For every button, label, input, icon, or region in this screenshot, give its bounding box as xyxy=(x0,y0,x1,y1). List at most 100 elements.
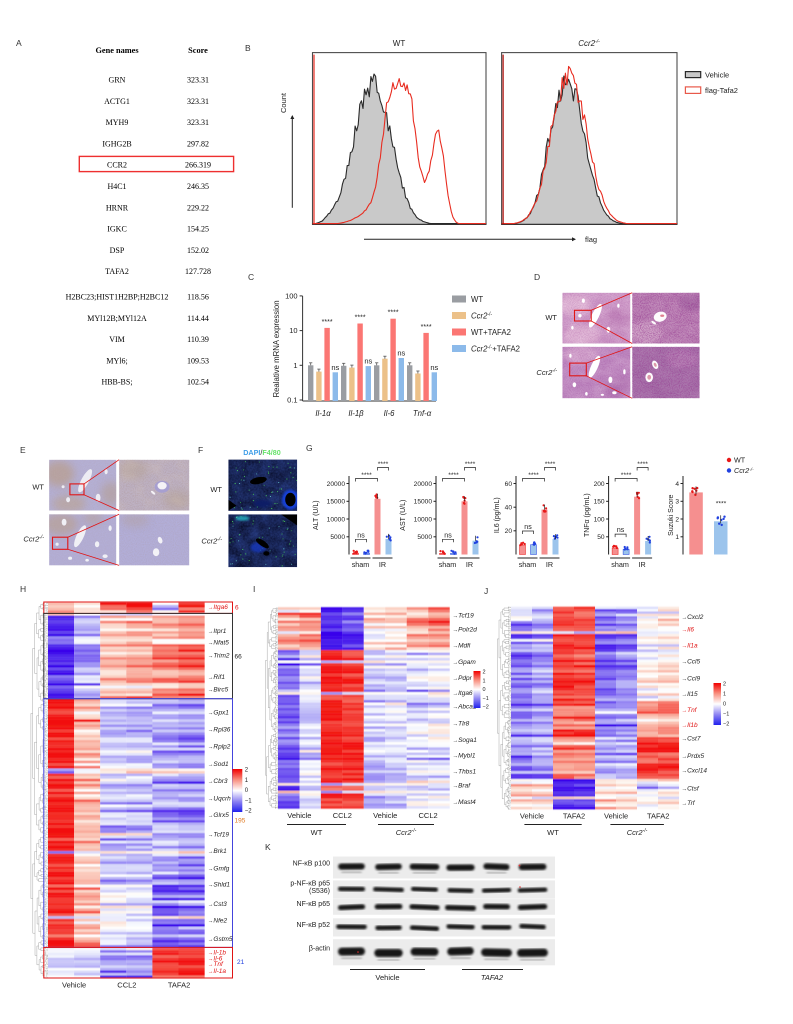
svg-text:10: 10 xyxy=(289,326,297,335)
svg-text:VIM: VIM xyxy=(109,335,125,344)
svg-text:WT: WT xyxy=(311,828,323,837)
svg-text:109.53: 109.53 xyxy=(187,356,209,365)
svg-text:→Polr2d: →Polr2d xyxy=(453,627,478,634)
svg-text:Ccr2-/-: Ccr2-/- xyxy=(578,39,600,48)
svg-text:→Il-1b: →Il-1b xyxy=(208,950,227,957)
svg-text:MYl6;: MYl6; xyxy=(106,356,127,365)
svg-text:−2: −2 xyxy=(483,705,489,711)
svg-text:150: 150 xyxy=(594,499,605,506)
svg-text:Tnf-α: Tnf-α xyxy=(413,409,432,418)
svg-text:50: 50 xyxy=(597,534,605,541)
svg-text:6: 6 xyxy=(235,605,239,612)
svg-text:ns: ns xyxy=(397,349,405,358)
svg-text:323.31: 323.31 xyxy=(187,97,209,106)
svg-text:Score: Score xyxy=(188,46,208,55)
svg-text:NF-κB p100: NF-κB p100 xyxy=(293,861,330,868)
svg-text:ns: ns xyxy=(444,532,452,539)
svg-text:−1: −1 xyxy=(483,696,489,702)
svg-text:Ccr2-/-: Ccr2-/- xyxy=(23,535,44,544)
svg-text:HBB-BS;: HBB-BS; xyxy=(101,378,132,387)
svg-text:H4C1: H4C1 xyxy=(107,182,126,191)
svg-text:5000: 5000 xyxy=(417,534,432,541)
svg-text:Ccr2-/-: Ccr2-/- xyxy=(471,312,493,321)
svg-text:Il-6: Il-6 xyxy=(384,409,395,418)
svg-text:1: 1 xyxy=(483,679,486,685)
svg-text:→Tnf: →Tnf xyxy=(208,961,224,968)
svg-text:→Cxcl14: →Cxcl14 xyxy=(682,768,708,775)
svg-text:152.02: 152.02 xyxy=(187,246,209,255)
svg-text:****: **** xyxy=(528,472,539,479)
svg-text:→Gpam: →Gpam xyxy=(453,659,477,666)
svg-text:p-NF-κB p65: p-NF-κB p65 xyxy=(290,880,330,887)
svg-text:IR: IR xyxy=(546,560,553,569)
svg-text:MYl12B;MYl12A: MYl12B;MYl12A xyxy=(87,314,147,323)
svg-text:2: 2 xyxy=(245,768,249,774)
svg-text:IR: IR xyxy=(639,560,646,569)
svg-text:114.44: 114.44 xyxy=(187,314,209,323)
svg-text:→Il1a: →Il1a xyxy=(682,643,698,650)
svg-text:ns: ns xyxy=(617,527,625,534)
svg-text:flag-Tafa2: flag-Tafa2 xyxy=(705,86,738,95)
svg-text:****: **** xyxy=(421,324,432,331)
svg-text:→Thbs1: →Thbs1 xyxy=(453,769,477,776)
svg-text:→Nfe2: →Nfe2 xyxy=(208,918,228,925)
svg-text:→Ctsf: →Ctsf xyxy=(682,786,700,793)
svg-text:WT: WT xyxy=(210,485,222,494)
svg-text:→Cbr3: →Cbr3 xyxy=(208,778,228,785)
svg-text:→Itga6: →Itga6 xyxy=(453,690,473,697)
svg-text:15000: 15000 xyxy=(414,499,433,506)
svg-text:→Mdfi: →Mdfi xyxy=(453,643,471,650)
svg-text:ns: ns xyxy=(430,363,438,372)
svg-text:IGKC: IGKC xyxy=(107,225,127,234)
svg-text:H2BC23;HIST1H2BP;H2BC12: H2BC23;HIST1H2BP;H2BC12 xyxy=(66,293,169,302)
svg-text:Ccr2-/-: Ccr2-/- xyxy=(734,466,754,475)
svg-text:0: 0 xyxy=(483,687,486,693)
svg-text:Il-1β: Il-1β xyxy=(348,409,364,418)
svg-text:(S536): (S536) xyxy=(309,888,330,895)
svg-text:→Abca1: →Abca1 xyxy=(453,704,477,711)
svg-text:→Il1b: →Il1b xyxy=(682,722,698,729)
svg-text:→Ccl9: →Ccl9 xyxy=(682,676,701,683)
svg-text:→Rif1: →Rif1 xyxy=(208,674,226,681)
svg-text:246.35: 246.35 xyxy=(187,182,209,191)
svg-text:→Itga6: →Itga6 xyxy=(208,604,228,611)
svg-text:→Il-1a: →Il-1a xyxy=(208,968,227,975)
svg-text:5000: 5000 xyxy=(330,534,345,541)
svg-text:MYH9: MYH9 xyxy=(106,118,129,127)
svg-text:→Glrx5: →Glrx5 xyxy=(208,812,230,819)
svg-text:→Trim2: →Trim2 xyxy=(208,653,230,660)
svg-text:→Il-6: →Il-6 xyxy=(208,956,223,963)
svg-text:GRN: GRN xyxy=(109,76,126,85)
svg-text:→Tcf19: →Tcf19 xyxy=(453,613,475,620)
svg-text:→Gpx1: →Gpx1 xyxy=(208,710,230,717)
svg-text:Vehicle: Vehicle xyxy=(375,973,399,982)
svg-text:15000: 15000 xyxy=(327,499,346,506)
svg-text:→Cst3: →Cst3 xyxy=(208,901,227,908)
svg-text:2: 2 xyxy=(723,682,726,688)
svg-text:20000: 20000 xyxy=(327,481,346,488)
svg-text:→Trf: →Trf xyxy=(682,800,696,807)
svg-text:→Gmfg: →Gmfg xyxy=(208,866,230,873)
svg-text:Vehicle: Vehicle xyxy=(604,812,628,821)
svg-text:110.39: 110.39 xyxy=(187,335,209,344)
svg-text:****: **** xyxy=(448,472,459,479)
svg-text:0: 0 xyxy=(245,788,249,794)
svg-text:→Mast4: →Mast4 xyxy=(453,799,477,806)
svg-text:→Shld1: →Shld1 xyxy=(208,882,231,889)
svg-text:→Itpr1: →Itpr1 xyxy=(208,628,227,635)
svg-text:HRNR: HRNR xyxy=(106,203,129,212)
svg-text:CCL2: CCL2 xyxy=(117,981,136,990)
svg-text:Vehicle: Vehicle xyxy=(520,812,544,821)
svg-text:Il-1α: Il-1α xyxy=(315,409,331,418)
svg-text:WT: WT xyxy=(393,39,406,48)
svg-text:ns: ns xyxy=(524,524,532,531)
svg-text:→Mybl1: →Mybl1 xyxy=(453,753,476,760)
svg-text:Count: Count xyxy=(279,92,288,113)
svg-text:flag: flag xyxy=(585,235,597,244)
svg-text:WT: WT xyxy=(734,456,746,465)
svg-text:IGHG2B: IGHG2B xyxy=(102,139,131,148)
svg-text:−1: −1 xyxy=(723,712,729,718)
svg-text:3: 3 xyxy=(675,499,679,506)
svg-text:323.31: 323.31 xyxy=(187,76,209,85)
svg-text:CCL2: CCL2 xyxy=(419,811,438,820)
